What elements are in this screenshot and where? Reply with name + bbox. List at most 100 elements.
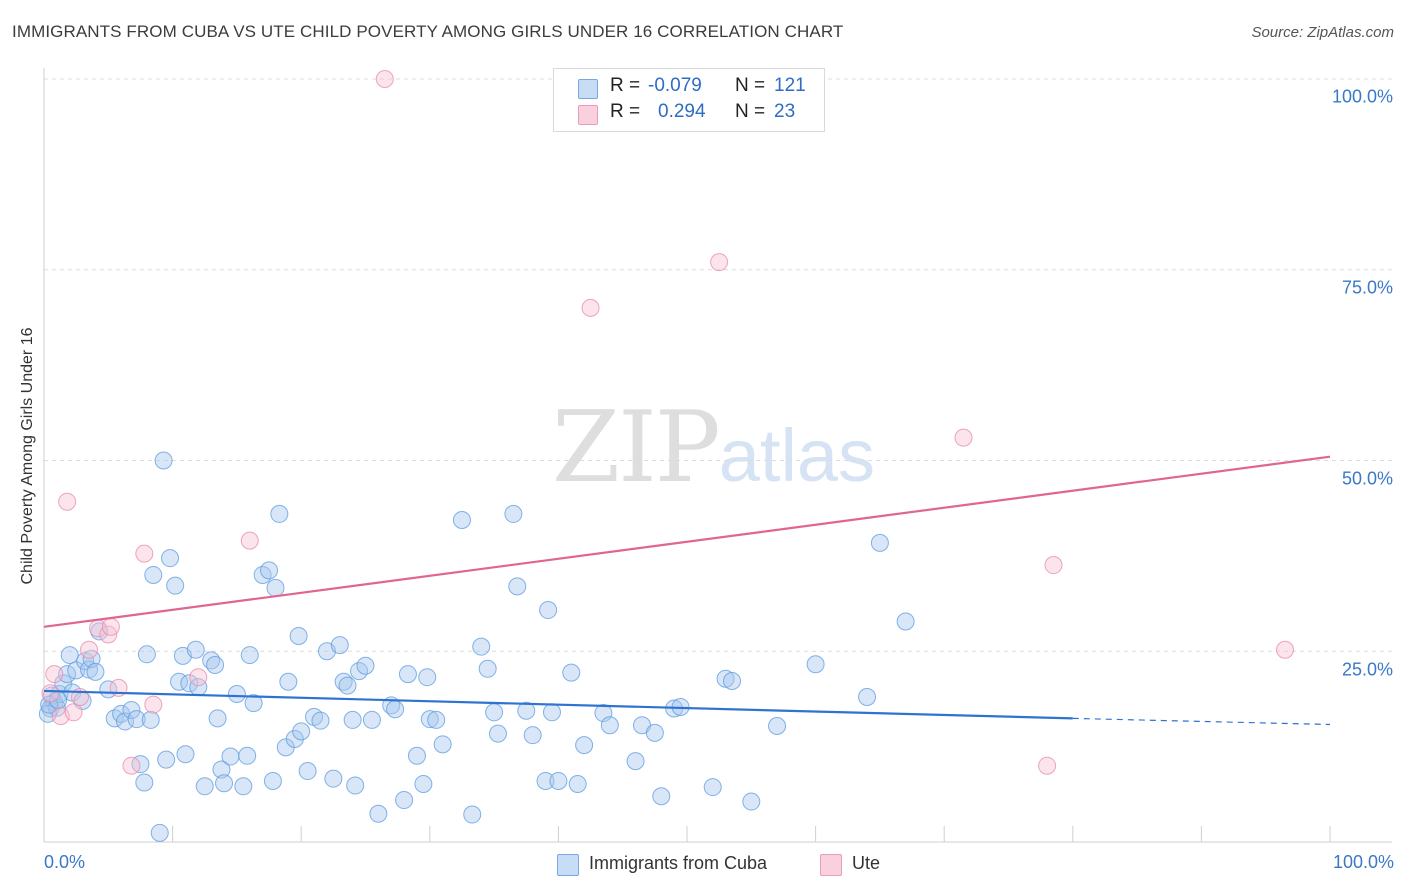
- data-point: [1275, 640, 1294, 659]
- data-point: [141, 710, 160, 729]
- data-point: [414, 775, 433, 794]
- data-point: [240, 646, 259, 665]
- data-point: [356, 656, 375, 675]
- data-point: [485, 703, 504, 722]
- data-point: [101, 617, 120, 636]
- legend-swatch-ute: [578, 105, 598, 125]
- data-point: [1044, 556, 1063, 575]
- trend-line-cuba-extension: [1072, 717, 1331, 726]
- data-point: [67, 661, 86, 680]
- data-point: [58, 492, 77, 511]
- data-point: [289, 626, 308, 645]
- series-ute-points: [41, 70, 1294, 775]
- data-point: [144, 695, 163, 714]
- data-point: [60, 646, 79, 665]
- data-point: [542, 703, 561, 722]
- data-point: [600, 716, 619, 735]
- bottom-legend-label-cuba: Immigrants from Cuba: [589, 853, 768, 873]
- data-point: [549, 771, 568, 790]
- data-point: [427, 710, 446, 729]
- y-tick-75: 75.0%: [1341, 277, 1393, 298]
- trend-line-cuba: [43, 689, 1073, 720]
- data-point: [266, 578, 285, 597]
- data-point: [166, 576, 185, 595]
- series-cuba-points: [38, 451, 915, 842]
- data-point: [157, 750, 176, 769]
- data-point: [330, 636, 349, 655]
- data-point: [215, 774, 234, 793]
- legend-n-value: 23: [774, 101, 796, 122]
- data-point: [508, 577, 527, 596]
- legend-swatch-cuba: [578, 79, 598, 99]
- legend-n-value: 121: [774, 75, 806, 96]
- data-point: [870, 533, 889, 552]
- x-tick-0: 0.0%: [44, 852, 86, 872]
- data-point: [504, 504, 523, 523]
- data-point: [122, 756, 141, 775]
- data-point: [116, 712, 135, 731]
- data-point: [195, 777, 214, 796]
- data-point: [1038, 756, 1057, 775]
- data-point: [279, 672, 298, 691]
- bottom-legend-swatch-cuba: [557, 854, 579, 876]
- data-point: [122, 701, 141, 720]
- y-tick-25: 25.0%: [1341, 659, 1393, 680]
- y-tick-100: 100.0%: [1331, 86, 1393, 107]
- data-point: [244, 694, 263, 713]
- data-point: [58, 665, 77, 684]
- legend-r-value: -0.079: [648, 75, 702, 96]
- data-point: [180, 674, 199, 693]
- data-point: [186, 640, 205, 659]
- data-point: [418, 668, 437, 687]
- watermark-zip: ZIP: [552, 391, 721, 505]
- legend-r-value: 0.294: [658, 101, 706, 122]
- data-point: [954, 428, 973, 447]
- correlation-legend: R = -0.079 N = 121 R = 0.294 N = 23: [553, 68, 825, 132]
- data-point: [189, 668, 208, 687]
- data-point: [212, 760, 231, 779]
- legend-n-label: N =: [735, 101, 766, 122]
- bottom-legend-swatch-ute: [820, 854, 842, 876]
- data-point: [710, 253, 729, 272]
- data-point: [41, 684, 60, 703]
- y-tick-50: 50.0%: [1341, 468, 1393, 489]
- legend-r-label: R =: [610, 101, 641, 122]
- data-point: [298, 762, 317, 781]
- data-point: [105, 709, 124, 728]
- data-point: [398, 665, 417, 684]
- data-point: [208, 709, 227, 728]
- data-point: [346, 776, 365, 795]
- data-point: [338, 676, 357, 695]
- data-point: [433, 735, 452, 754]
- x-tick-100: 100.0%: [1332, 852, 1394, 872]
- data-point: [742, 792, 761, 811]
- data-point: [472, 637, 491, 656]
- data-point: [176, 745, 195, 764]
- data-point: [144, 565, 163, 584]
- data-point: [253, 565, 272, 584]
- data-point: [626, 752, 645, 771]
- data-point: [517, 701, 536, 720]
- watermark: ZIPatlas: [552, 398, 875, 497]
- data-point: [137, 645, 156, 664]
- data-point: [806, 655, 825, 674]
- trend-line-ute: [43, 455, 1331, 628]
- data-point: [568, 775, 587, 794]
- legend-n-label: N =: [735, 75, 766, 96]
- data-point: [723, 672, 742, 691]
- data-point: [581, 298, 600, 317]
- data-point: [420, 710, 439, 729]
- data-point: [575, 736, 594, 755]
- watermark-atlas: atlas: [718, 414, 876, 497]
- data-point: [362, 710, 381, 729]
- data-point: [324, 769, 343, 788]
- data-point: [240, 531, 259, 550]
- data-point: [292, 722, 311, 741]
- data-point: [539, 601, 558, 620]
- data-point: [311, 711, 330, 730]
- data-point: [369, 804, 388, 823]
- data-point: [221, 747, 240, 766]
- data-point: [263, 771, 282, 790]
- data-point: [768, 717, 787, 736]
